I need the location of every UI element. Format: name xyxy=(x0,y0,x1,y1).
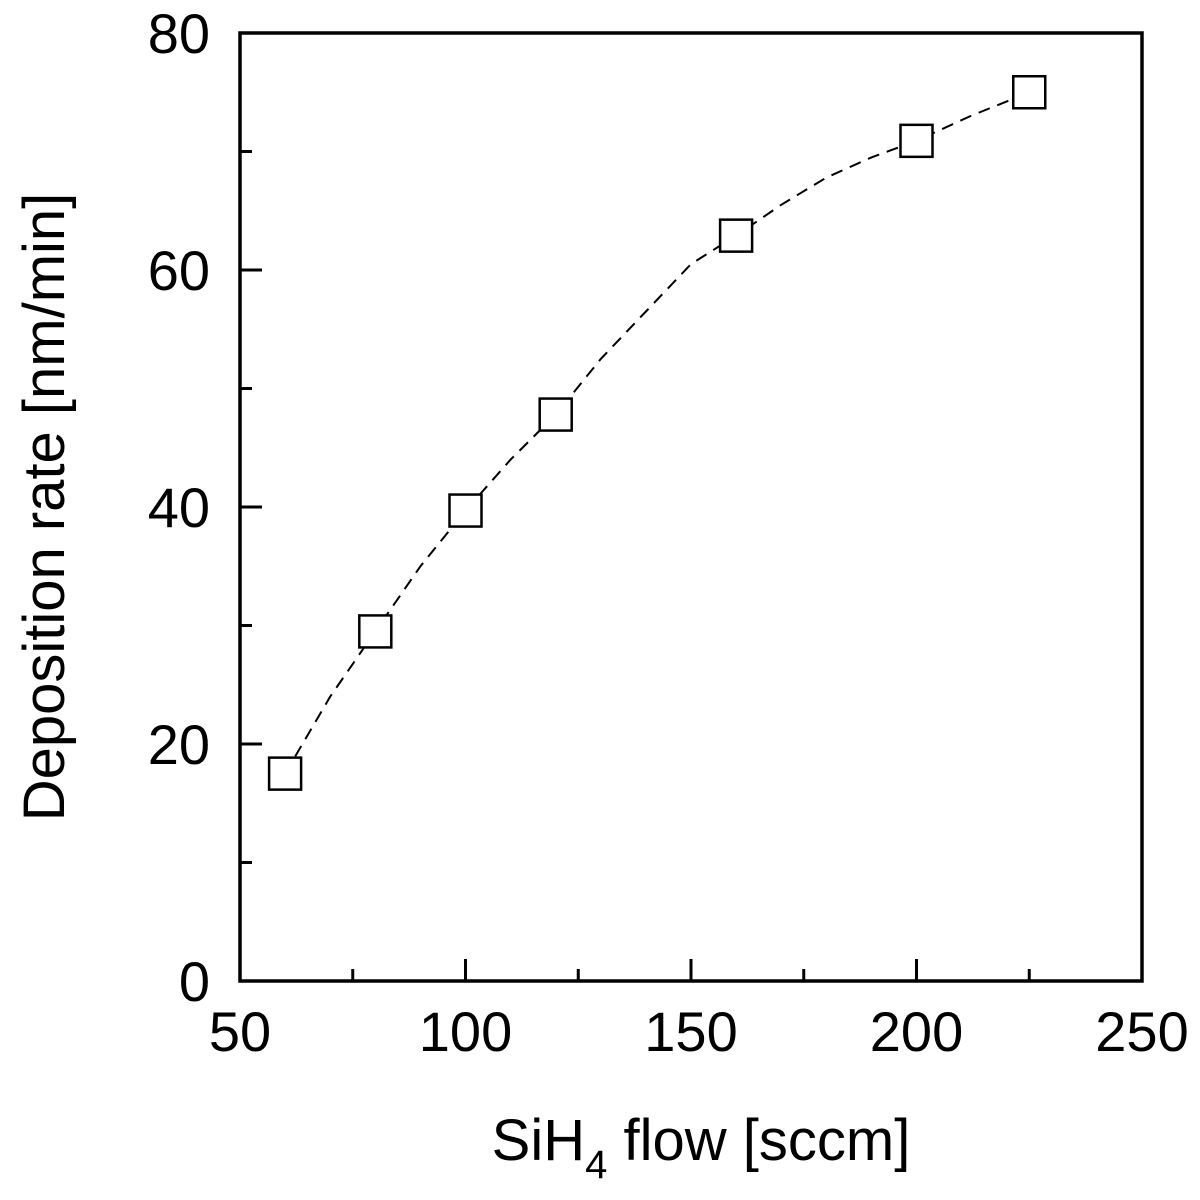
data-point xyxy=(538,397,573,432)
y-tick-label: 20 xyxy=(148,713,210,776)
x-axis-label-subscript: 4 xyxy=(585,1143,607,1187)
y-tick-label: 80 xyxy=(148,2,210,65)
y-tick-label: 60 xyxy=(148,239,210,302)
data-point xyxy=(1012,75,1047,110)
points-layer xyxy=(267,75,1047,791)
x-axis-label-rest: flow [sccm] xyxy=(607,1108,910,1173)
data-point xyxy=(358,614,393,649)
x-tick-label: 100 xyxy=(419,1000,512,1063)
x-tick-label: 150 xyxy=(644,1000,737,1063)
y-tick-label: 0 xyxy=(179,950,210,1013)
data-point xyxy=(718,218,754,253)
y-tick-label: 40 xyxy=(148,476,210,539)
x-axis-label-main: SiH xyxy=(492,1108,585,1173)
x-axis-label: SiH4 flow [sccm] xyxy=(492,1108,911,1187)
plot-frame xyxy=(238,31,1144,983)
data-point xyxy=(448,493,483,528)
tick-labels: 50 100 150 200 250 0 20 40 60 80 xyxy=(148,2,1189,1063)
x-tick-label: 200 xyxy=(870,1000,963,1063)
data-point xyxy=(267,756,303,791)
ticks-layer xyxy=(238,31,1144,983)
data-point xyxy=(899,123,934,159)
trend-line xyxy=(284,91,1030,775)
x-tick-label: 250 xyxy=(1095,1000,1188,1063)
y-axis-label: Deposition rate [nm/min] xyxy=(12,193,77,822)
x-tick-label: 50 xyxy=(209,1000,271,1063)
